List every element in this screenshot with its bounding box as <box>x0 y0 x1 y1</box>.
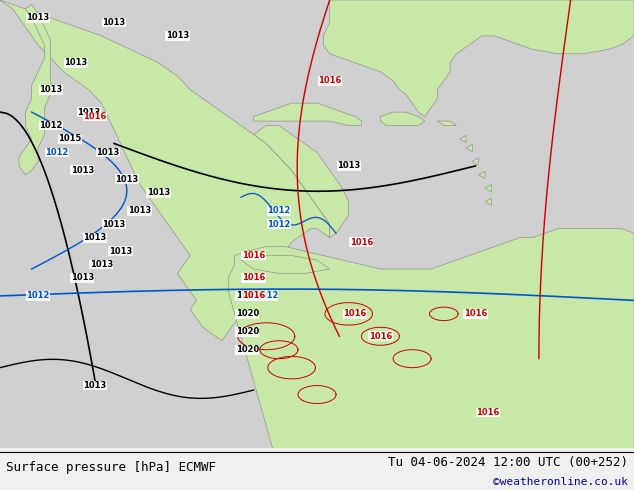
Text: 1013: 1013 <box>84 233 107 242</box>
Text: 1013: 1013 <box>65 58 87 67</box>
Text: 1012: 1012 <box>46 148 68 157</box>
Text: 1015: 1015 <box>58 134 81 144</box>
Text: ©weatheronline.co.uk: ©weatheronline.co.uk <box>493 477 628 487</box>
Text: 1013: 1013 <box>27 13 49 23</box>
Text: 1012: 1012 <box>27 292 49 300</box>
Text: 1012: 1012 <box>268 220 290 229</box>
Text: 1013: 1013 <box>236 292 259 300</box>
Text: 1012: 1012 <box>268 206 290 215</box>
Text: Surface pressure [hPa] ECMWF: Surface pressure [hPa] ECMWF <box>6 461 216 474</box>
Text: 1013: 1013 <box>242 273 265 282</box>
Text: 1016: 1016 <box>344 309 366 318</box>
Text: 1016: 1016 <box>242 251 265 260</box>
Text: 1012: 1012 <box>39 121 62 130</box>
Polygon shape <box>485 198 491 205</box>
Text: 1013: 1013 <box>84 381 107 390</box>
Polygon shape <box>460 135 466 143</box>
Text: 1013: 1013 <box>77 108 100 117</box>
Text: 1013: 1013 <box>115 175 138 184</box>
Text: 1020: 1020 <box>236 327 259 336</box>
Text: 1016: 1016 <box>318 76 341 85</box>
Polygon shape <box>0 0 330 341</box>
Text: 1016: 1016 <box>84 112 107 121</box>
Text: 1013: 1013 <box>109 246 132 256</box>
Text: 1016: 1016 <box>350 238 373 246</box>
Text: 1016: 1016 <box>242 292 265 300</box>
Text: 1013: 1013 <box>96 148 119 157</box>
Polygon shape <box>466 145 472 151</box>
Text: 1020: 1020 <box>236 309 259 318</box>
Text: 1013: 1013 <box>128 206 151 215</box>
Text: 1013: 1013 <box>147 188 170 197</box>
Polygon shape <box>485 185 491 192</box>
Text: 1016: 1016 <box>464 309 487 318</box>
Text: 1020: 1020 <box>236 345 259 354</box>
Text: 1013: 1013 <box>166 31 189 40</box>
Polygon shape <box>19 4 51 175</box>
Polygon shape <box>228 229 634 448</box>
Polygon shape <box>437 121 456 125</box>
Polygon shape <box>479 172 485 178</box>
Polygon shape <box>323 0 634 117</box>
Polygon shape <box>254 125 349 238</box>
Text: 1013: 1013 <box>71 273 94 282</box>
Text: 1016: 1016 <box>369 332 392 341</box>
Polygon shape <box>241 256 330 273</box>
Text: 1013: 1013 <box>103 220 126 229</box>
Text: 1013: 1013 <box>90 260 113 269</box>
Polygon shape <box>298 260 317 269</box>
Text: 1012: 1012 <box>255 292 278 300</box>
Text: 1013: 1013 <box>71 166 94 175</box>
Polygon shape <box>472 158 479 165</box>
Polygon shape <box>380 112 425 125</box>
Text: 1013: 1013 <box>39 85 62 94</box>
Polygon shape <box>254 103 361 125</box>
Text: Tu 04-06-2024 12:00 UTC (00+252): Tu 04-06-2024 12:00 UTC (00+252) <box>387 456 628 469</box>
Text: 1016: 1016 <box>477 408 500 417</box>
Text: 1013: 1013 <box>103 18 126 27</box>
Text: 1013: 1013 <box>337 161 360 171</box>
Text: 1016: 1016 <box>242 273 265 282</box>
